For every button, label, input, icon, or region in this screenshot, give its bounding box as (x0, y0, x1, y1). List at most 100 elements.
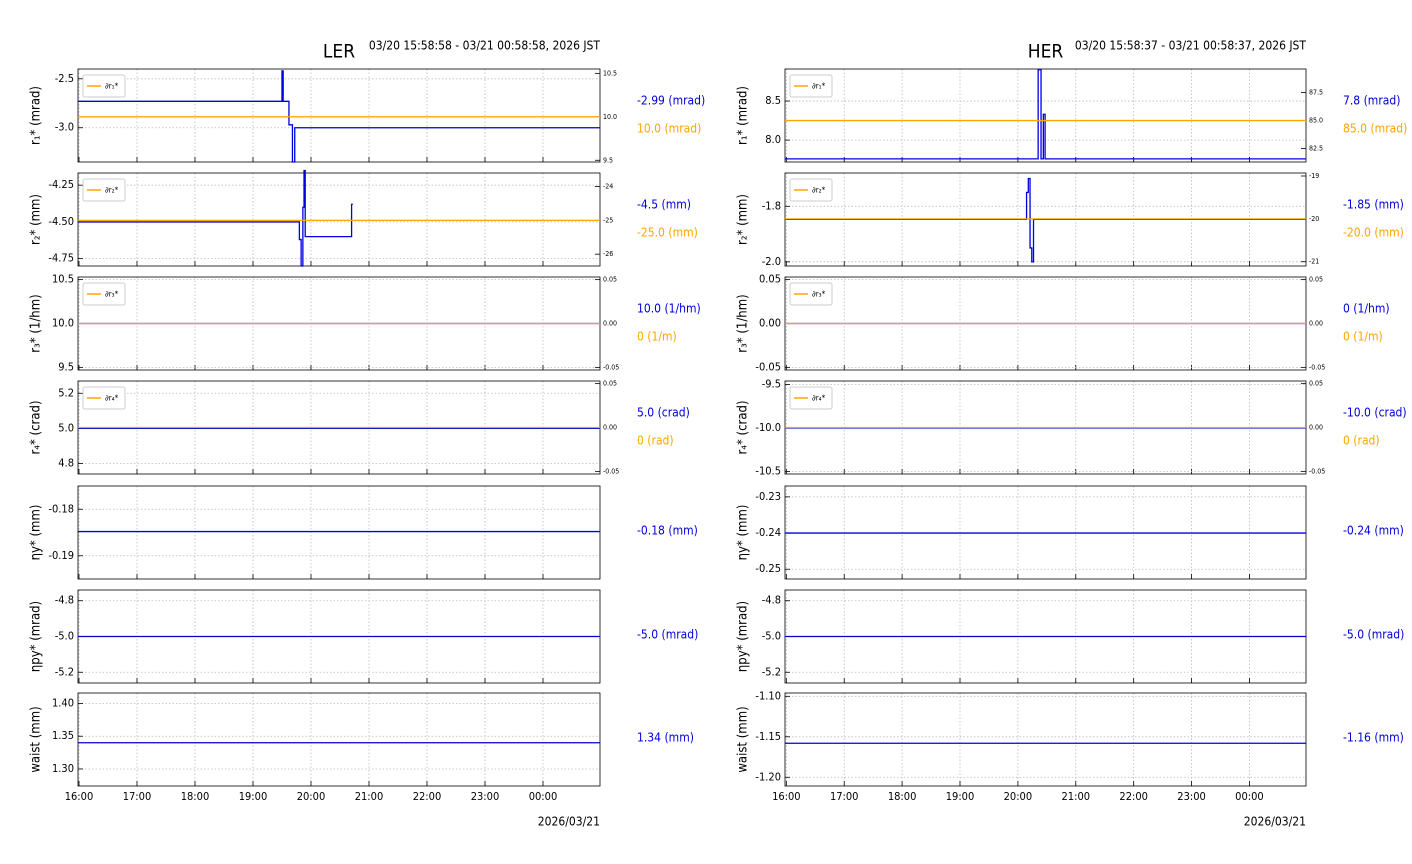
series-line (785, 69, 1306, 160)
y-tick-label: -1.10 (755, 689, 781, 702)
y2-tick-label: 0.05 (1309, 276, 1323, 284)
readout: -20.0 (mm) (1343, 226, 1404, 240)
y-tick-label: 5.0 (58, 421, 74, 434)
chart-title: HER (1028, 41, 1064, 63)
y-tick-label: -5.2 (55, 665, 74, 678)
x-tick-label: 17:00 (123, 790, 152, 803)
date-label: 2026/03/21 (538, 815, 600, 829)
x-tick-label: 23:00 (471, 790, 500, 803)
y-tick-label: -5.2 (762, 665, 781, 678)
x-tick-label: 16:00 (772, 790, 801, 803)
legend-box (82, 74, 126, 98)
y2-tick-label: 10.0 (603, 113, 617, 121)
legend-label: ∂r₁* (105, 82, 119, 91)
legend-box (789, 178, 833, 202)
x-tick-label: 22:00 (1119, 790, 1148, 803)
y2-tick-label: -25 (603, 216, 613, 224)
legend-label: ∂r₃* (105, 290, 119, 299)
readout: -5.0 (mrad) (1343, 628, 1404, 642)
y-axis-label: r₄* (crad) (29, 400, 44, 454)
y2-tick-label: 9.5 (603, 156, 613, 164)
y2-tick-label: -21 (1309, 258, 1319, 266)
y2-tick-label: -19 (1309, 172, 1319, 180)
readout: -1.16 (mm) (1343, 731, 1404, 745)
x-tick-label: 17:00 (830, 790, 859, 803)
y-tick-label: 0.05 (759, 273, 781, 286)
y-tick-label: -2.0 (762, 255, 781, 268)
y-tick-label: 8.5 (765, 94, 781, 107)
y-tick-label: -10.0 (755, 421, 781, 434)
y-tick-label: -4.25 (48, 178, 74, 191)
chart-subtitle: 03/20 15:58:58 - 03/21 00:58:58, 2026 JS… (369, 39, 601, 53)
y-tick-label: -1.20 (755, 770, 781, 783)
x-tick-label: 16:00 (65, 790, 94, 803)
y2-tick-label: 82.5 (1309, 145, 1323, 153)
y-tick-label: -1.8 (762, 199, 781, 212)
legend-box (789, 74, 833, 98)
panel-frame (77, 485, 601, 580)
y-tick-label: -0.18 (48, 502, 74, 515)
y2-tick-label: -0.05 (603, 363, 619, 371)
readout: 0 (1/m) (637, 330, 677, 344)
x-tick-label: 19:00 (946, 790, 975, 803)
y-axis-label: r₂* (mm) (736, 194, 751, 245)
y2-tick-label: -0.05 (603, 467, 619, 475)
readout: -4.5 (mm) (637, 198, 691, 212)
y-tick-label: -0.23 (755, 490, 781, 503)
x-tick-label: 20:00 (1004, 790, 1033, 803)
y-tick-label: -10.5 (755, 464, 781, 477)
y-tick-label: -0.24 (755, 526, 781, 539)
y-axis-label: ηy* (mm) (736, 505, 751, 561)
date-label: 2026/03/21 (1244, 815, 1306, 829)
legend-label: ∂r₂* (812, 186, 826, 195)
series-line (78, 169, 353, 267)
x-tick-label: 18:00 (888, 790, 917, 803)
y-tick-label: -5.0 (55, 630, 74, 643)
readout: -0.24 (mm) (1343, 524, 1404, 538)
legend-label: ∂r₂* (105, 186, 119, 195)
readout: -1.85 (mm) (1343, 198, 1404, 212)
readout: -10.0 (crad) (1343, 406, 1407, 420)
y-tick-label: 1.35 (52, 729, 74, 742)
readout: 10.0 (1/hm) (637, 302, 701, 316)
legend-box (82, 282, 126, 306)
y2-tick-label: -20 (1309, 215, 1319, 223)
y2-tick-label: 0.00 (603, 320, 617, 328)
y-axis-label: waist (mm) (29, 706, 44, 772)
y-tick-label: 4.8 (58, 456, 74, 469)
readout: 10.0 (mrad) (637, 122, 701, 136)
legend-label: ∂r₄* (812, 394, 826, 403)
y-tick-label: -4.50 (48, 215, 74, 228)
readout: 85.0 (mrad) (1343, 122, 1407, 136)
y2-tick-label: -0.05 (1309, 467, 1325, 475)
readout: 0 (rad) (1343, 434, 1380, 448)
y-axis-label: r₂* (mm) (29, 194, 44, 245)
y2-tick-label: -26 (603, 250, 613, 258)
readout: 0 (1/m) (1343, 330, 1383, 344)
x-tick-label: 22:00 (413, 790, 442, 803)
y2-tick-label: 85.0 (1309, 117, 1323, 125)
y-axis-label: r₃* (1/hm) (736, 294, 751, 352)
y-axis-label: r₃* (1/hm) (29, 294, 44, 352)
y-tick-label: -0.19 (48, 549, 74, 562)
readout: 1.34 (mm) (637, 731, 694, 745)
y-tick-label: -1.15 (755, 730, 781, 743)
y-tick-label: -0.25 (755, 562, 781, 575)
y-tick-label: -4.8 (55, 594, 74, 607)
y-tick-label: -3.0 (55, 121, 74, 134)
y-tick-label: -5.0 (762, 630, 781, 643)
y-tick-label: 10.5 (52, 273, 74, 286)
y2-tick-label: 0.00 (1309, 320, 1323, 328)
legend-box (789, 386, 833, 410)
y-axis-label: r₁* (mrad) (736, 86, 751, 145)
y2-tick-label: 87.5 (1309, 89, 1323, 97)
panel-frame (784, 68, 1307, 163)
chart-title: LER (323, 41, 355, 63)
readout: -25.0 (mm) (637, 226, 698, 240)
series-line (78, 70, 600, 163)
y-axis-label: ηpy* (mrad) (736, 601, 751, 672)
legend-box (82, 178, 126, 202)
x-tick-label: 00:00 (529, 790, 558, 803)
x-tick-label: 21:00 (355, 790, 384, 803)
